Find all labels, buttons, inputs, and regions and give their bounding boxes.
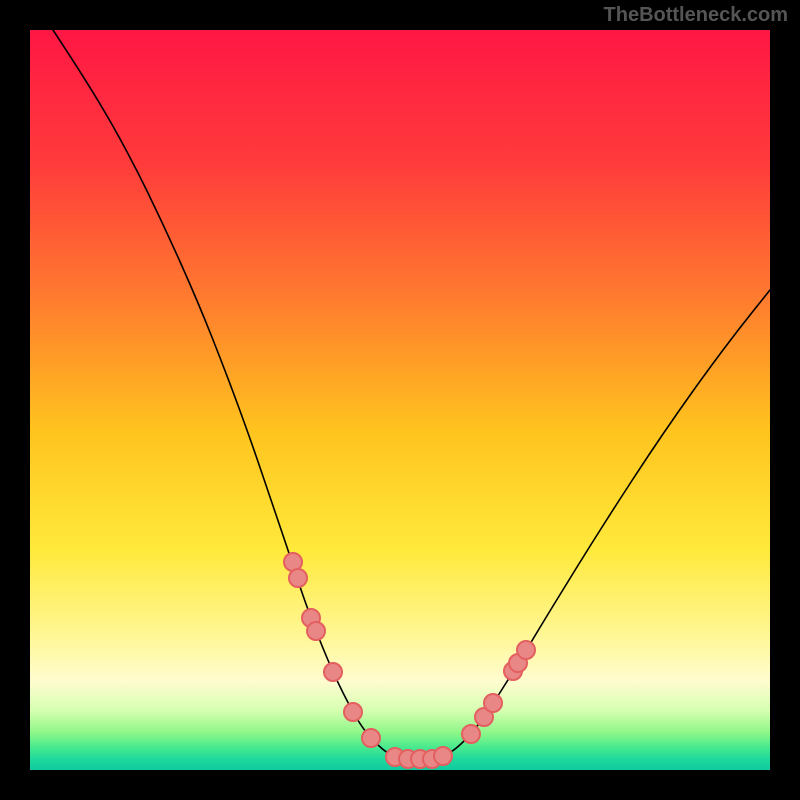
gradient-background — [30, 30, 770, 770]
data-marker — [362, 729, 380, 747]
watermark-text: TheBottleneck.com — [604, 4, 788, 27]
chart-svg — [0, 0, 800, 800]
chart-root: TheBottleneck.com — [0, 0, 800, 800]
data-marker — [289, 569, 307, 587]
data-marker — [307, 622, 325, 640]
data-marker — [344, 703, 362, 721]
data-marker — [462, 725, 480, 743]
data-marker — [517, 641, 535, 659]
data-marker — [434, 747, 452, 765]
data-marker — [484, 694, 502, 712]
data-marker — [324, 663, 342, 681]
